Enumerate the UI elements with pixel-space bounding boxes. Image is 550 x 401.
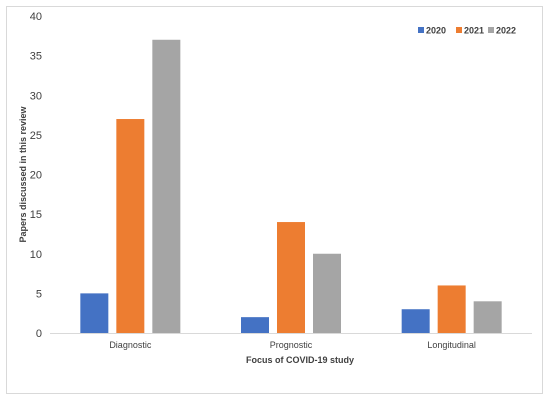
bar-longitudinal-2020 — [401, 309, 430, 333]
bar-diagnostic-2022 — [152, 39, 181, 334]
x-category-label-diagnostic: Diagnostic — [109, 340, 152, 350]
legend-label-2021: 2021 — [464, 26, 484, 36]
bar-longitudinal-2021 — [437, 285, 466, 333]
y-tick-label-25: 25 — [30, 130, 42, 142]
y-tick-label-0: 0 — [36, 328, 42, 340]
legend-label-2022: 2022 — [496, 26, 516, 36]
y-tick-label-20: 20 — [30, 170, 42, 182]
y-axis-title: Papers discussed in this review — [18, 105, 28, 242]
x-category-label-longitudinal: Longitudinal — [427, 340, 476, 350]
legend-swatch-2021 — [456, 27, 462, 33]
y-tick-label-30: 30 — [30, 90, 42, 102]
y-tick-label-5: 5 — [36, 288, 42, 300]
legend-label-2020: 2020 — [426, 26, 446, 36]
bars — [80, 39, 502, 334]
y-tick-label-40: 40 — [30, 11, 42, 23]
x-axis-title: Focus of COVID-19 study — [246, 355, 354, 365]
bar-prognostic-2022 — [313, 253, 341, 333]
bar-diagnostic-2020 — [80, 293, 109, 333]
bar-longitudinal-2022 — [473, 301, 502, 333]
y-tick-label-15: 15 — [30, 209, 42, 221]
legend-swatch-2020 — [418, 27, 424, 33]
y-tick-label-10: 10 — [30, 249, 42, 261]
bar-prognostic-2021 — [277, 222, 305, 333]
legend-swatch-2022 — [488, 27, 494, 33]
y-tick-label-35: 35 — [30, 51, 42, 63]
y-axis-ticks: 0 5 10 15 20 25 30 35 40 — [30, 11, 42, 340]
x-axis-categories: Diagnostic Prognostic Longitudinal — [109, 340, 476, 350]
bar-prognostic-2020 — [241, 317, 269, 333]
bar-diagnostic-2021 — [116, 119, 145, 334]
x-category-label-prognostic: Prognostic — [270, 340, 313, 350]
legend: 2020 2021 2022 — [418, 26, 516, 36]
